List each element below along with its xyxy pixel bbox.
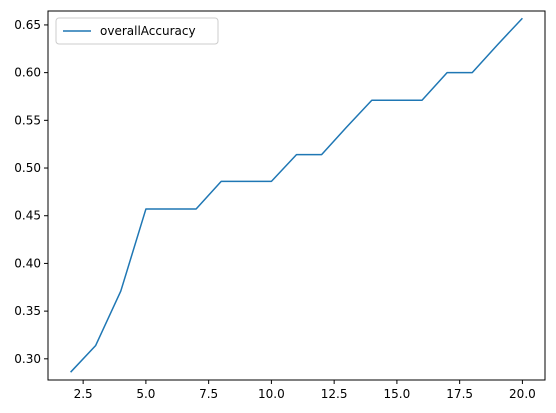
x-tick-label: 17.5 [446, 387, 473, 401]
x-tick-label: 12.5 [321, 387, 348, 401]
series-line-overallAccuracy [70, 17, 523, 373]
x-tick-label: 10.0 [258, 387, 285, 401]
x-tick-label: 5.0 [136, 387, 155, 401]
y-tick-label: 0.65 [14, 18, 41, 32]
y-tick-label: 0.40 [14, 256, 41, 270]
axes-layer: 2.5 5.0 7.5 10.0 12.5 15.0 17.5 20.0 0.30 0.35 0.4… [14, 18, 535, 401]
y-tick-label: 0.35 [14, 304, 41, 318]
x-tick-label: 2.5 [74, 387, 93, 401]
x-tick-label: 15.0 [384, 387, 411, 401]
y-tick-label: 0.50 [14, 161, 41, 175]
y-tick-label: 0.45 [14, 209, 41, 223]
x-tick-label: 20.0 [509, 387, 536, 401]
plot-frame [47, 10, 546, 381]
legend-box [55, 17, 219, 45]
y-tick-label: 0.55 [14, 113, 41, 127]
x-tick-label: 7.5 [199, 387, 218, 401]
legend-label: overallAccuracy [100, 24, 196, 38]
legend: overallAccuracy [55, 17, 219, 45]
y-tick-label: 0.60 [14, 66, 41, 80]
y-tick-label: 0.30 [14, 352, 41, 366]
plot-area [48, 11, 545, 380]
data-layer [70, 17, 523, 373]
